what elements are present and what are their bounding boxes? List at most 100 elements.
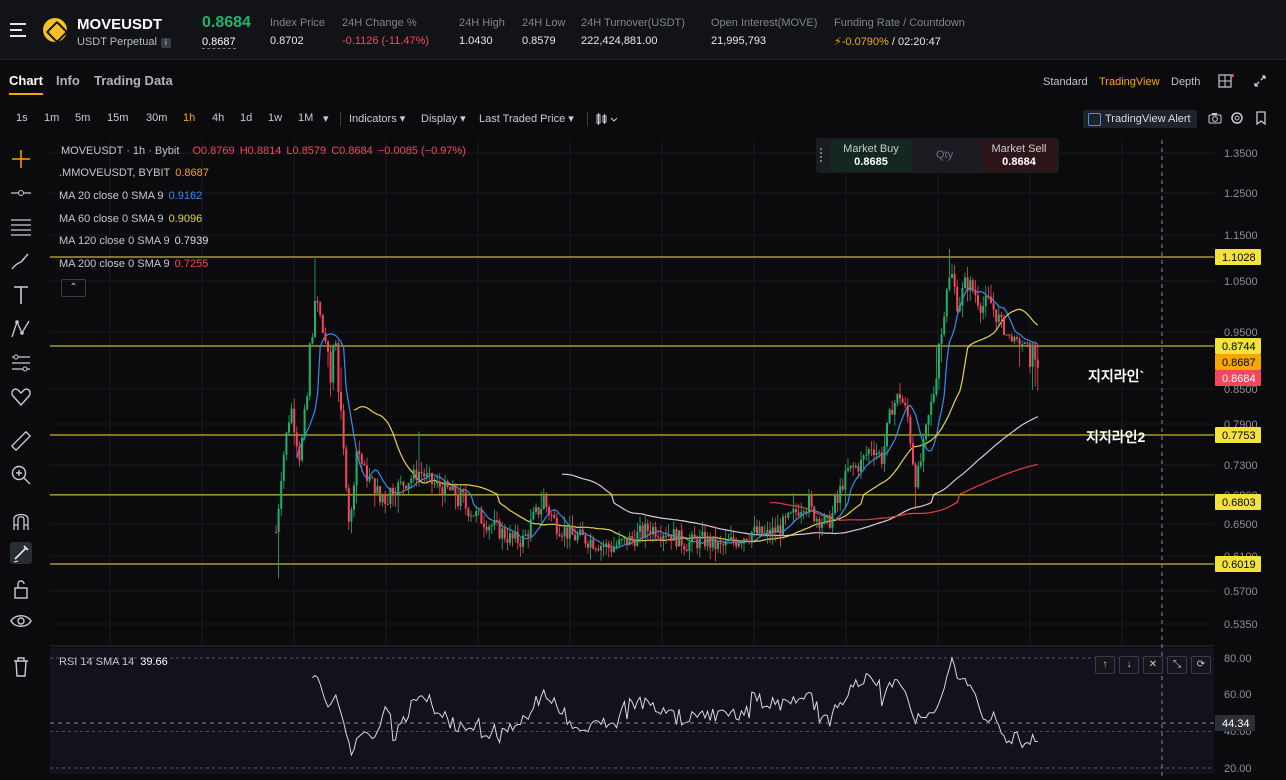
save-layout-icon[interactable] [1255,111,1267,125]
candle-body [501,528,504,539]
drag-handle-icon[interactable] [820,148,824,162]
rsi-pane-controls: ↑ ↓ ✕ ⤡ ⟳ [1095,654,1215,674]
layout-grid-icon[interactable] [1218,74,1234,88]
view-standard[interactable]: Standard [1043,76,1088,88]
candle-body [571,525,574,535]
interval-1h[interactable]: 1h [183,112,196,124]
contract-type-label: USDT Perpetual [77,36,157,48]
indicators-label: Indicators [349,113,397,125]
interval-1m[interactable]: 1m [44,112,60,124]
candle-body [563,527,566,537]
candle-body [797,512,800,516]
candle-body [290,408,293,423]
tab-trading-data[interactable]: Trading Data [94,73,173,88]
candle-body [977,295,979,306]
market-buy-label: Market Buy [843,143,899,155]
interval-15m[interactable]: 15m [107,112,129,124]
info-icon[interactable]: i [160,38,171,48]
price-tag[interactable] [1215,556,1261,572]
toolbar-divider [587,112,588,126]
trend-line-icon[interactable] [10,182,32,204]
candle-body [298,446,301,461]
settings-icon[interactable] [1230,111,1244,125]
tradingview-alert-button[interactable]: TradingView Alert [1083,110,1197,128]
price-tag[interactable] [1215,494,1261,510]
interval-4h[interactable]: 4h [212,112,225,124]
candle-body [685,549,688,552]
maximize-icon[interactable]: ⤡ [1167,656,1187,674]
view-tradingview[interactable]: TradingView [1099,76,1160,88]
interval-5m[interactable]: 5m [75,112,91,124]
qty-input[interactable]: Qty [936,149,954,161]
interval-30m[interactable]: 30m [146,112,168,124]
candle-body [805,511,808,513]
crosshair-icon[interactable] [10,148,32,170]
zoom-in-icon[interactable] [10,464,32,486]
price-tag[interactable] [1215,370,1261,386]
ticker-header: MOVEUSDT USDT Perpetual i 0.8684 0.8687 I… [0,0,1286,60]
indicators-button[interactable]: Indicators ▾ [349,112,405,125]
candle-body [275,532,277,533]
candle-body [839,485,842,503]
market-sell-button[interactable]: Market Sell 0.8684 [981,140,1057,171]
candle-body [719,542,722,545]
text-tool-icon[interactable] [10,284,32,306]
price-tag[interactable] [1215,338,1261,354]
price-tag[interactable] [1215,427,1261,443]
fib-lines-icon[interactable] [10,216,32,238]
candle-body [701,531,704,537]
price-tag[interactable] [1215,354,1261,370]
lock-icon[interactable] [10,578,32,600]
candle-body [353,485,355,510]
candle-body [857,466,860,472]
forecast-tool-icon[interactable] [10,352,32,374]
mark-price-label: .MMOVEUSDT, BYBIT [59,167,171,179]
camera-icon[interactable] [1208,112,1222,124]
interval-1d[interactable]: 1d [240,112,253,124]
eye-icon[interactable] [10,610,32,632]
magnet-icon[interactable] [10,510,32,532]
ruler-icon[interactable] [10,430,32,452]
trash-icon[interactable] [10,656,32,678]
chevron-down-icon: ▾ [568,113,574,125]
price-axis[interactable]: 1.35001.25001.15001.05000.95000.85000.79… [1214,136,1286,780]
display-button[interactable]: Display ▾ [421,112,466,125]
stay-drawing-icon[interactable] [10,542,32,564]
price-type-select[interactable]: Last Traded Price ▾ [479,112,574,125]
collapse-legend-button[interactable]: ⌃ [61,279,86,297]
close-icon[interactable]: ✕ [1143,656,1163,674]
brush-icon[interactable] [10,250,32,272]
candle-body [883,446,886,464]
support-line-annotation-1[interactable]: 지지라인` [1088,368,1145,384]
candle-body [597,548,600,551]
heart-icon[interactable] [10,386,32,408]
interval-1M[interactable]: 1M [298,112,314,124]
candle-body [574,534,576,541]
move-up-icon[interactable]: ↑ [1095,656,1115,674]
tab-info[interactable]: Info [56,73,80,88]
interval-1s[interactable]: 1s [16,112,28,124]
candle-type-icon[interactable] [596,113,620,125]
pattern-tool-icon[interactable] [10,318,32,340]
candle-body [1000,314,1003,318]
candle-body [548,507,550,515]
support-line-annotation-2[interactable]: 지지라인2 [1086,429,1146,445]
candle-body [1023,342,1026,345]
candle-body [457,494,459,506]
restore-icon[interactable]: ⟳ [1191,656,1211,674]
symbol-name[interactable]: MOVEUSDT [77,16,163,33]
tab-chart[interactable]: Chart [9,73,43,95]
ohlc-legend: MOVEUSDT · 1h · Bybit O0.8769 H0.8814 L0… [59,145,466,157]
candle-body [935,378,938,395]
fullscreen-icon[interactable] [1253,74,1267,88]
market-buy-button[interactable]: Market Buy 0.8685 [830,140,912,171]
move-down-icon[interactable]: ↓ [1119,656,1139,674]
view-depth[interactable]: Depth [1171,76,1201,88]
price-axis-bg [1214,136,1286,780]
interval-1w[interactable]: 1w [268,112,283,124]
interval-dropdown-icon[interactable]: ▾ [323,113,329,125]
candle-body [925,424,927,440]
menu-icon[interactable] [10,23,26,37]
price-tag[interactable] [1215,249,1261,265]
